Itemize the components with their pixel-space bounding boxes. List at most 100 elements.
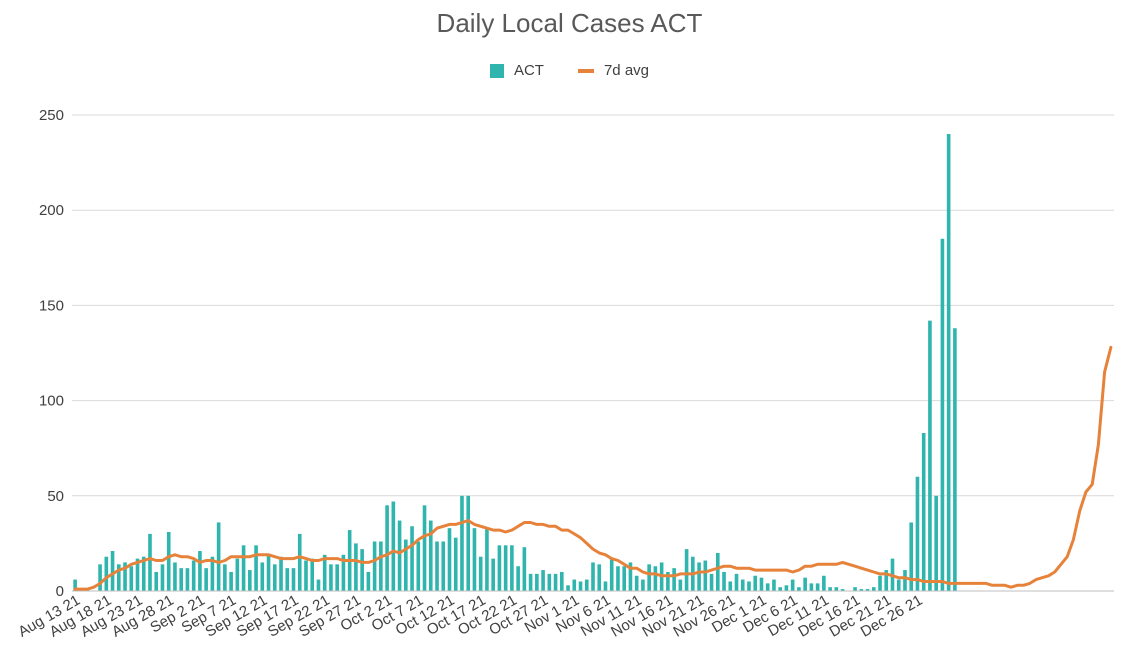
bar-act bbox=[597, 564, 602, 591]
bar-act bbox=[946, 134, 951, 592]
bar-act bbox=[647, 564, 651, 591]
bar-act bbox=[191, 560, 196, 591]
bar-act bbox=[547, 573, 552, 591]
bar-act bbox=[734, 573, 739, 591]
bar-act bbox=[653, 566, 658, 591]
bar-act bbox=[354, 543, 358, 591]
bar-act bbox=[235, 558, 240, 591]
bar-act bbox=[815, 583, 820, 591]
bar-act bbox=[98, 564, 102, 591]
bar-act bbox=[279, 556, 283, 591]
bar-act bbox=[491, 558, 495, 591]
bar-act bbox=[516, 566, 520, 591]
bar-act bbox=[778, 587, 782, 591]
bar-act bbox=[478, 556, 483, 591]
bar-act bbox=[360, 549, 364, 591]
bar-act bbox=[341, 554, 346, 591]
bar-act bbox=[853, 587, 857, 591]
y-tick-label: 50 bbox=[47, 488, 64, 505]
chart-title: Daily Local Cases ACT bbox=[436, 8, 703, 38]
bar-act bbox=[784, 585, 789, 591]
bar-act bbox=[453, 537, 458, 591]
bar-act bbox=[254, 545, 258, 591]
bar-act bbox=[428, 520, 433, 591]
bar-act bbox=[584, 579, 589, 591]
bar-act bbox=[291, 568, 296, 591]
bar-act bbox=[73, 579, 77, 591]
bar-act bbox=[728, 581, 733, 591]
bar-act bbox=[753, 575, 758, 591]
bar-act bbox=[179, 568, 184, 591]
bar-act bbox=[528, 573, 533, 591]
bar-act bbox=[372, 541, 377, 591]
bar-act bbox=[828, 587, 832, 591]
bar-act bbox=[322, 554, 327, 591]
bar-act bbox=[921, 432, 926, 591]
bar-act bbox=[747, 581, 751, 591]
bar-act bbox=[909, 522, 914, 591]
bar-act bbox=[553, 573, 558, 591]
legend-label-act: ACT bbox=[513, 62, 544, 79]
bar-act bbox=[310, 558, 315, 591]
bar-act bbox=[541, 570, 545, 591]
bar-act bbox=[141, 556, 146, 591]
bar-act bbox=[198, 551, 202, 591]
bar-act bbox=[703, 560, 708, 591]
bar-act bbox=[666, 571, 670, 591]
bar-act bbox=[185, 568, 190, 591]
bar-act bbox=[559, 571, 564, 591]
bar-act bbox=[822, 575, 826, 591]
bar-act bbox=[223, 564, 227, 591]
bar-act bbox=[697, 562, 701, 591]
y-tick-label: 250 bbox=[39, 107, 64, 124]
bar-act bbox=[229, 571, 233, 591]
bar-act bbox=[210, 556, 215, 591]
bar-act bbox=[272, 564, 277, 591]
bar-act bbox=[878, 575, 882, 591]
bar-act bbox=[522, 547, 527, 591]
bar-act bbox=[297, 533, 302, 591]
legend-item-7d-avg[interactable]: 7d avg bbox=[577, 62, 650, 79]
bar-act bbox=[616, 566, 620, 591]
bar-act bbox=[740, 579, 745, 591]
bar-act bbox=[116, 564, 121, 591]
bar-act bbox=[416, 541, 421, 591]
bar-act bbox=[123, 562, 127, 591]
bar-act bbox=[709, 573, 714, 591]
bar-act bbox=[722, 571, 726, 591]
bar-act bbox=[928, 320, 932, 591]
bar-act bbox=[940, 238, 945, 591]
bar-act bbox=[634, 575, 639, 591]
bar-act bbox=[603, 581, 608, 591]
bar-act bbox=[285, 568, 290, 591]
legend-item-act[interactable]: ACT bbox=[489, 62, 544, 79]
bar-act bbox=[628, 562, 633, 591]
bar-act bbox=[335, 564, 339, 591]
bar-act bbox=[535, 573, 539, 591]
bar-act bbox=[510, 545, 514, 591]
bar-act bbox=[135, 558, 140, 591]
bar-act bbox=[366, 571, 371, 591]
bar-act bbox=[260, 562, 265, 591]
bar-act bbox=[129, 566, 134, 591]
bar-act bbox=[641, 579, 645, 591]
bar-act bbox=[173, 562, 177, 591]
bar-act bbox=[110, 551, 115, 591]
bar-act bbox=[404, 539, 408, 591]
legend-label-7d-avg: 7d avg bbox=[603, 62, 650, 79]
bar-act bbox=[160, 564, 165, 591]
bar-act bbox=[684, 549, 689, 591]
bar-act bbox=[466, 495, 471, 591]
bar-act bbox=[472, 528, 477, 591]
bar-act bbox=[591, 562, 595, 591]
bar-act bbox=[834, 587, 839, 591]
bar-act bbox=[441, 541, 446, 591]
bar-act bbox=[865, 589, 870, 591]
bar-act bbox=[410, 526, 414, 591]
y-tick-label: 200 bbox=[39, 202, 64, 219]
line-7d-avg bbox=[73, 345, 1113, 591]
bar-act bbox=[204, 568, 208, 591]
bar-act bbox=[216, 522, 221, 591]
